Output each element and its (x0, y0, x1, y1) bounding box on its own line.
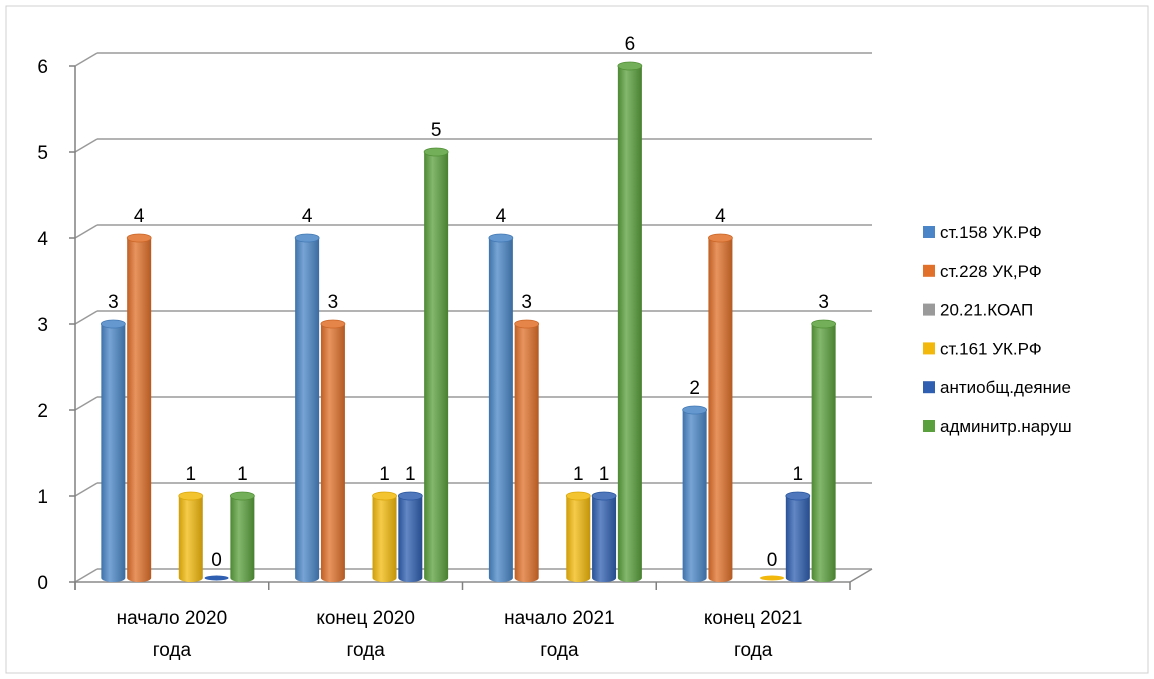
data-label: 6 (625, 34, 636, 55)
bar (423, 147, 449, 582)
axes: 0 1 2 3 4 5 6 начало 2020 года конец 2020 года нача… (37, 57, 873, 661)
bar (397, 491, 423, 582)
data-label: 1 (185, 464, 196, 485)
y-tick-label: 0 (37, 573, 48, 594)
bar (178, 491, 204, 582)
legend-item: админитр.наруш (923, 417, 1072, 436)
data-label: 0 (767, 550, 778, 571)
bar (682, 405, 708, 582)
bar (617, 61, 643, 582)
data-label: 1 (237, 464, 248, 485)
bar (811, 319, 837, 582)
legend-swatch (923, 303, 935, 316)
data-label: 4 (496, 206, 507, 227)
gridlines (74, 52, 872, 583)
data-label: 1 (379, 464, 390, 485)
legend-swatch (923, 342, 935, 355)
data-label: 0 (211, 550, 222, 571)
bar (100, 319, 126, 582)
data-label: 1 (573, 464, 584, 485)
gridline-diagonal (74, 224, 98, 239)
gridline-diagonal (74, 396, 98, 411)
bar (372, 491, 397, 582)
data-label: 3 (521, 292, 532, 313)
legend-swatch (923, 226, 935, 238)
bar (294, 233, 320, 582)
y-tick-label: 2 (37, 401, 48, 422)
legend-swatch (923, 264, 935, 277)
category-label: конец 2021 года (704, 608, 803, 661)
gridline-diagonal (74, 568, 98, 583)
data-label: 2 (689, 378, 700, 399)
bar (785, 491, 811, 582)
legend: ст.158 УК.РФ ст.228 УК,РФ 20.21.КОАП ст.161… (923, 223, 1072, 436)
legend-swatch (923, 381, 935, 394)
bar (488, 233, 514, 582)
data-label: 4 (302, 206, 313, 227)
gridline-diagonal (74, 52, 98, 67)
y-tick-label: 6 (37, 57, 48, 78)
legend-label: админитр.наруш (940, 417, 1072, 436)
data-label: 5 (431, 120, 442, 141)
category-label: начало 2021 года (504, 608, 615, 661)
gridline-diagonal (74, 310, 98, 325)
legend-label: ст.161 УК.РФ (940, 339, 1042, 358)
legend-label: ст.158 УК.РФ (940, 223, 1042, 242)
bar (204, 575, 229, 581)
data-label: 1 (405, 464, 416, 485)
bar (591, 491, 617, 582)
legend-label: антиобщ.деяние (940, 378, 1071, 397)
y-tick-label: 4 (37, 229, 48, 250)
y-tick-label: 3 (37, 315, 48, 336)
data-label: 3 (108, 292, 119, 313)
category-label: конец 2020 года (316, 608, 415, 661)
bar (514, 319, 540, 582)
gridline-diagonal (74, 482, 98, 497)
y-tick-label: 1 (37, 487, 48, 508)
data-label: 1 (599, 464, 610, 485)
data-label: 3 (818, 292, 829, 313)
legend-item: ст.161 УК.РФ (923, 339, 1042, 358)
bars (100, 61, 837, 582)
data-label: 3 (328, 292, 339, 313)
bar (126, 233, 152, 582)
legend-item: антиобщ.деяние (923, 378, 1071, 397)
bar (565, 491, 591, 582)
data-label: 1 (793, 464, 804, 485)
floor-side-edge (849, 568, 873, 583)
y-tick-label: 5 (37, 143, 48, 164)
legend-label: 20.21.КОАП (940, 301, 1033, 320)
legend-swatch (923, 420, 935, 432)
bar (320, 319, 346, 582)
legend-label: ст.228 УК,РФ (940, 262, 1042, 281)
category-label: начало 2020 года (117, 608, 228, 661)
bar (708, 233, 733, 582)
data-label: 4 (715, 206, 726, 227)
chart-border (5, 5, 1149, 674)
legend-item: 20.21.КОАП (923, 301, 1033, 320)
data-label: 4 (134, 206, 145, 227)
legend-item: ст.158 УК.РФ (923, 223, 1042, 242)
gridline-diagonal (74, 138, 98, 153)
bar (760, 575, 785, 581)
legend-item: ст.228 УК,РФ (923, 262, 1042, 281)
bar (229, 491, 255, 582)
